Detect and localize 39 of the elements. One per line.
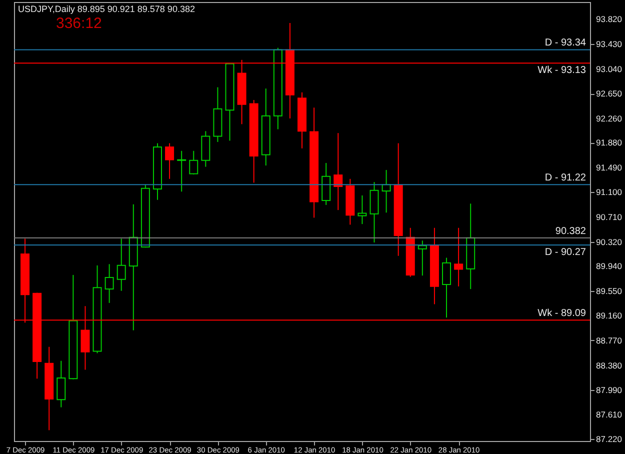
chart-title: USDJPY,Daily 89.895 90.921 89.578 90.382 [18, 4, 195, 14]
candlestick [165, 142, 174, 180]
candlestick [454, 227, 464, 287]
ref-line-label: 90.382 [555, 226, 586, 237]
candlestick [442, 257, 452, 318]
y-tick-label: 88.770 [596, 335, 622, 346]
y-tick-label: 87.610 [596, 409, 622, 420]
y-tick-label: 90.710 [596, 212, 622, 222]
y-tick-label: 92.650 [596, 88, 622, 99]
y-tick-label: 93.430 [596, 38, 622, 49]
y-tick-label: 89.160 [596, 310, 622, 321]
y-tick-label: 93.820 [596, 14, 622, 24]
y-tick-label: 87.990 [596, 385, 622, 396]
candlestick [177, 150, 186, 192]
text: 336:12 [56, 15, 102, 32]
ref-line-label: D - 90.27 [544, 247, 586, 258]
y-tick-label: 88.380 [596, 360, 622, 370]
y-tick-label: 87.220 [596, 434, 622, 444]
candlestick [189, 150, 198, 175]
y-tick-label: 91.100 [596, 187, 622, 198]
candlestick [382, 169, 391, 214]
y-tick-label: 90.320 [596, 236, 622, 247]
ref-line-label: Wk - 89.09 [538, 308, 586, 320]
y-tick-label: 92.260 [596, 113, 622, 124]
y-tick-label: 93.040 [596, 64, 622, 74]
candlestick [358, 194, 367, 225]
ref-line-label: D - 93.34 [544, 38, 586, 49]
y-tick-label: 91.490 [596, 162, 622, 172]
y-tick-label: 89.550 [596, 286, 622, 296]
y-tick-label: 89.940 [596, 261, 622, 272]
candlestick [334, 132, 343, 211]
ref-line-label: Wk - 93.13 [538, 65, 586, 76]
candlestick [116, 238, 126, 292]
candlestick [104, 264, 114, 304]
ref-line-label: D - 91.22 [544, 172, 586, 184]
candlestick [56, 360, 66, 408]
candlestick [370, 182, 379, 243]
candlestick [418, 240, 427, 276]
y-tick-label: 91.880 [596, 138, 622, 148]
